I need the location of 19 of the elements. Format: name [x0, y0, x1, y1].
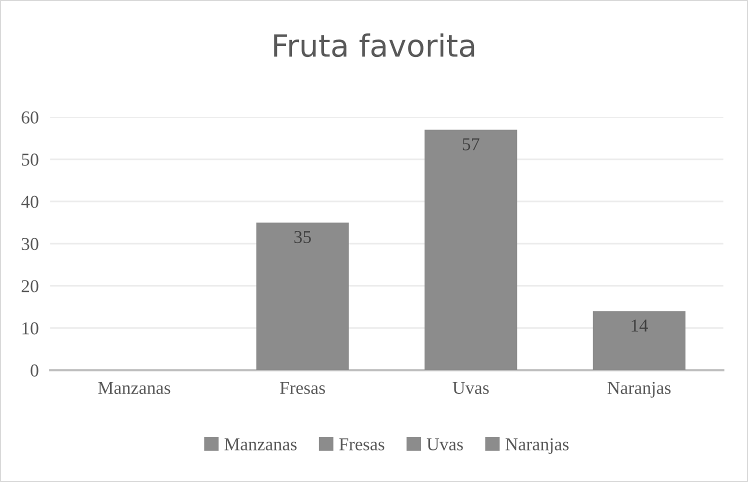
data-label: 14: [632, 320, 648, 332]
x-tick-label: Fresas: [280, 382, 325, 394]
legend-label: Uvas: [426, 438, 463, 450]
chart-title: Fruta favorita: [274, 33, 474, 58]
y-tick-label: 50: [22, 154, 38, 166]
data-label: 57: [462, 138, 480, 150]
y-tick-label: 40: [21, 196, 38, 208]
legend-label: Naranjas: [506, 438, 569, 454]
x-tick-label: Naranjas: [608, 382, 671, 398]
x-tick-label: Uvas: [452, 382, 489, 394]
legend-label: Manzanas: [224, 438, 297, 450]
y-tick-label: 60: [22, 111, 38, 124]
legend-label: Fresas: [339, 438, 384, 450]
y-tick-label: 30: [22, 238, 38, 250]
y-tick-label: 20: [22, 280, 38, 292]
data-label: 35: [294, 230, 311, 244]
y-tick-label: 10: [22, 322, 38, 334]
y-tick-label: 0: [30, 364, 38, 377]
x-tick-label: Manzanas: [98, 382, 170, 394]
